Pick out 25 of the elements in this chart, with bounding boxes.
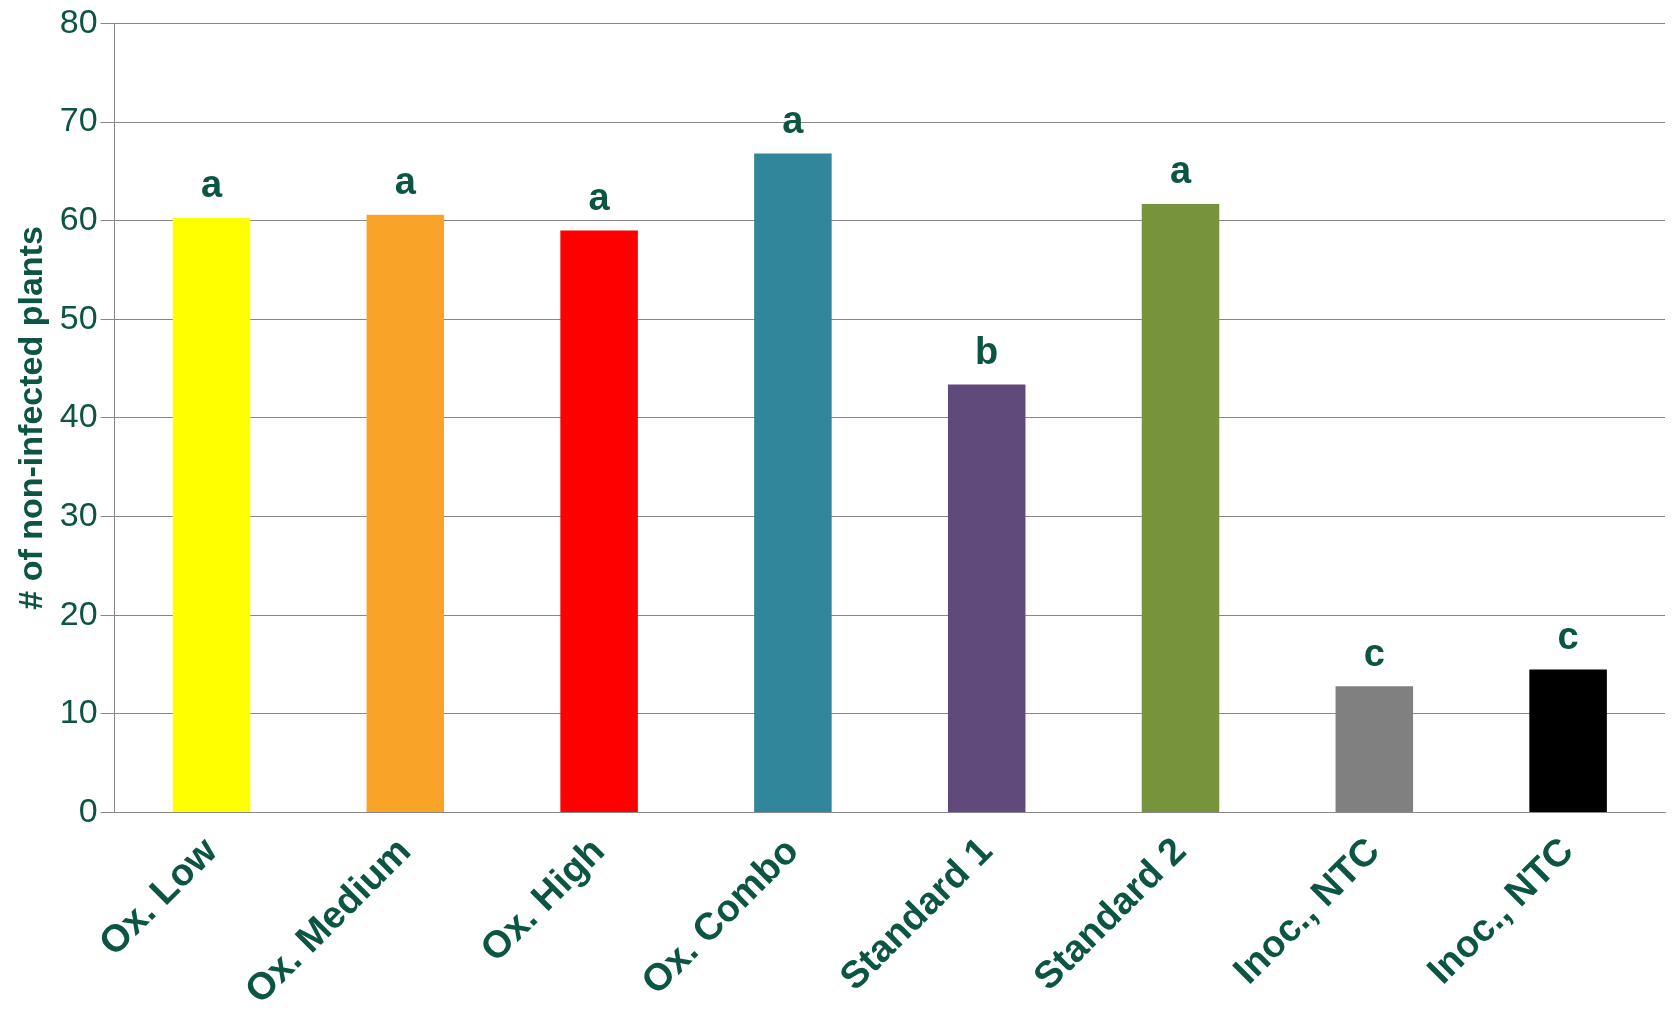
y-tick-label: 20 [59, 593, 98, 632]
bar [1141, 203, 1220, 812]
bar [754, 153, 832, 812]
data-label: a [782, 99, 805, 142]
y-tick-label: 0 [78, 790, 98, 829]
bar [172, 217, 251, 812]
data-label: c [1363, 631, 1385, 674]
y-axis-title: # of non-infected plants [10, 226, 49, 610]
y-tick-label: 50 [59, 297, 98, 336]
y-tick-label: 30 [59, 494, 98, 533]
bar [1529, 669, 1607, 812]
data-label: b [975, 329, 999, 372]
y-tick-label: 70 [59, 100, 98, 139]
bar [947, 384, 1026, 812]
data-label: a [1169, 149, 1192, 192]
bar [560, 230, 638, 812]
data-label: a [394, 160, 417, 203]
data-label: a [200, 163, 223, 206]
y-tick-label: 10 [59, 692, 98, 731]
bar [366, 214, 445, 812]
y-tick-label: 40 [59, 396, 98, 435]
data-label: a [588, 176, 611, 219]
data-label: c [1557, 614, 1579, 657]
y-tick-label: 80 [59, 1, 98, 40]
y-tick-label: 60 [59, 199, 98, 238]
